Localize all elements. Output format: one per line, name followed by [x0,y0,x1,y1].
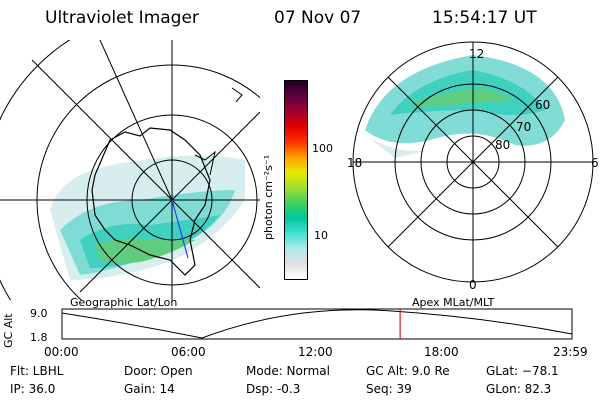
dsp-status: Dsp: -0.3 [246,382,301,396]
altitude-timeline [61,308,573,340]
time-label: 15:54:17 UT [432,8,537,28]
mlt-label-0: 0 [469,278,477,292]
timeline-ymin: 1.8 [30,331,48,344]
timeline-tick-1200: 12:00 [298,345,333,359]
timeline-tick-0600: 06:00 [171,345,206,359]
aurora-emission [50,155,245,280]
timeline-tick-1800: 18:00 [424,345,459,359]
mode-status: Mode: Normal [246,364,330,378]
seq-status: Seq: 39 [366,382,412,396]
door-status: Door: Open [124,364,193,378]
geographic-map [0,40,260,300]
coastline [91,127,211,276]
timeline-tick-0000: 00:00 [44,345,79,359]
gain-status: Gain: 14 [124,382,175,396]
noon-meridian-line [171,199,189,259]
colorbar-tick-100: 100 [312,142,333,155]
geographic-panel-label: Geographic Lat/Lon [70,296,178,309]
altitude-curve [61,309,573,339]
mlat-label-60: 60 [535,98,550,112]
mlat-label-80: 80 [495,138,510,152]
mlt-label-6: 6 [591,156,599,170]
colorbar-tick-10: 10 [314,229,328,242]
glat-status: GLat: −78.1 [486,364,559,378]
filter-status: Flt: LBHL [10,364,64,378]
instrument-title: Ultraviolet Imager [45,8,199,28]
latlon-grid [0,40,260,300]
mlt-label-12: 12 [469,47,484,61]
apex-mlat-mlt-plot: 12 18 6 0 60 70 80 [347,41,599,292]
timeline-tick-2359: 23:59 [553,345,588,359]
timeline-ylabel: GC Alt [2,313,15,348]
date-label: 07 Nov 07 [274,8,362,28]
ip-status: IP: 36.0 [10,382,56,396]
glon-status: GLon: 82.3 [486,382,552,396]
mlt-label-18: 18 [347,156,362,170]
apex-panel-label: Apex MLat/MLT [412,296,495,309]
mlat-label-70: 70 [516,120,531,134]
gc-alt-status: GC Alt: 9.0 Re [366,364,450,378]
timeline-ymax: 9.0 [30,307,48,320]
colorbar [284,80,308,280]
colorbar-units-label: photon cm⁻²s⁻¹ [262,154,275,240]
